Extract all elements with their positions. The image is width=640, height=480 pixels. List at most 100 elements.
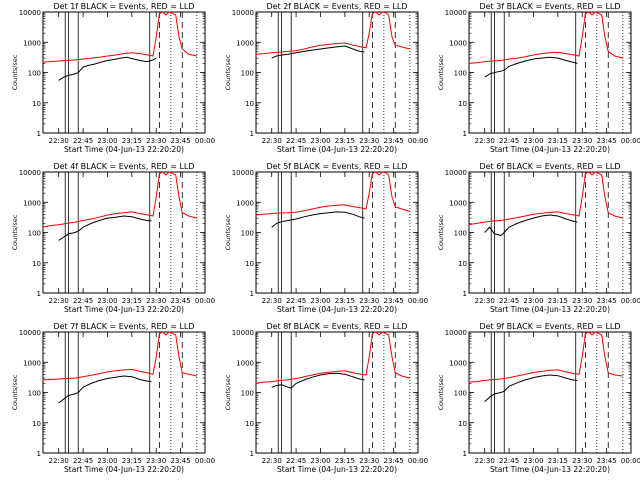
- x-axis-label: Start Time (04-Jun-13 22:20:20): [277, 465, 397, 474]
- y-tick-label: 10: [32, 100, 41, 108]
- x-tick-label: 23:45: [384, 297, 404, 305]
- x-axis-label: Start Time (04-Jun-13 22:20:20): [64, 145, 184, 154]
- x-tick-label: 00:00: [195, 137, 215, 145]
- x-tick-label: 22:45: [286, 457, 306, 465]
- y-tick-label: 10000: [19, 169, 41, 177]
- x-axis-label: Start Time (04-Jun-13 22:20:20): [64, 305, 184, 314]
- y-tick-label: 1000: [449, 199, 467, 207]
- plot-frame: [42, 331, 206, 454]
- x-tick-label: 23:15: [548, 457, 568, 465]
- series-line-lld: [255, 331, 411, 384]
- panel-det-8f: Det 8f BLACK = Events, RED = LLD 1 10 100 10…: [224, 322, 428, 474]
- panel-title: Det 5f BLACK = Events, RED = LLD: [266, 162, 407, 171]
- y-tick-label: 1000: [236, 359, 254, 367]
- x-tick-label: 23:00: [310, 297, 330, 305]
- y-tick-label: 10: [458, 420, 467, 428]
- y-tick-label: 100: [28, 230, 41, 238]
- y-tick-label: 100: [241, 70, 254, 78]
- series-line-events: [271, 211, 365, 228]
- x-tick-label: 22:30: [475, 297, 495, 305]
- x-tick-label: 23:30: [572, 137, 592, 145]
- x-axis-label: Start Time (04-Jun-13 22:20:20): [490, 145, 610, 154]
- x-tick-label: 23:45: [384, 137, 404, 145]
- y-tick-label: 1: [250, 130, 254, 138]
- y-axis-label: Counts/sec: [437, 54, 445, 90]
- series-line-lld: [255, 171, 411, 216]
- y-tick-label: 1: [463, 290, 467, 298]
- x-tick-label: 22:45: [73, 457, 93, 465]
- x-tick-label: 22:45: [73, 297, 93, 305]
- y-tick-label: 1000: [23, 39, 41, 47]
- x-tick-label: 23:00: [523, 297, 543, 305]
- x-tick-label: 00:00: [408, 297, 428, 305]
- series-line-events: [484, 374, 578, 402]
- y-tick-label: 100: [28, 70, 41, 78]
- plot-frame: [255, 11, 419, 134]
- y-axis-label: Counts/sec: [11, 214, 19, 250]
- panel-det-6f: Det 6f BLACK = Events, RED = LLD 1 10 100 10…: [437, 162, 640, 314]
- x-tick-label: 00:00: [195, 297, 215, 305]
- x-tick-label: 00:00: [621, 137, 640, 145]
- y-axis-label: Counts/sec: [224, 374, 232, 410]
- x-tick-label: 23:30: [146, 297, 166, 305]
- x-tick-label: 22:45: [499, 137, 519, 145]
- x-tick-label: 22:45: [499, 457, 519, 465]
- x-tick-label: 23:00: [97, 297, 117, 305]
- series-line-events: [484, 214, 578, 236]
- panel-title: Det 7f BLACK = Events, RED = LLD: [53, 322, 194, 331]
- x-tick-label: 23:30: [572, 457, 592, 465]
- plot-frame: [468, 331, 632, 454]
- x-tick-label: 23:45: [597, 457, 617, 465]
- series-line-events: [58, 375, 152, 404]
- y-tick-label: 1: [37, 290, 41, 298]
- x-tick-label: 23:30: [359, 137, 379, 145]
- series-line-lld: [468, 11, 624, 64]
- x-tick-label: 23:15: [548, 137, 568, 145]
- x-tick-label: 22:45: [73, 137, 93, 145]
- x-tick-label: 22:30: [49, 297, 69, 305]
- panel-title: Det 9f BLACK = Events, RED = LLD: [479, 322, 620, 331]
- series-line-lld: [42, 331, 198, 381]
- y-tick-label: 100: [241, 230, 254, 238]
- x-tick-label: 22:45: [499, 297, 519, 305]
- x-tick-label: 22:30: [49, 457, 69, 465]
- x-tick-label: 23:30: [572, 297, 592, 305]
- y-tick-label: 1: [37, 130, 41, 138]
- x-tick-label: 22:30: [475, 457, 495, 465]
- x-axis-label: Start Time (04-Jun-13 22:20:20): [490, 305, 610, 314]
- x-tick-label: 23:15: [122, 457, 142, 465]
- series-line-lld: [468, 331, 623, 383]
- panel-det-7f: Det 7f BLACK = Events, RED = LLD 1 10 100 10…: [11, 322, 215, 474]
- x-axis-label: Start Time (04-Jun-13 22:20:20): [277, 305, 397, 314]
- x-tick-label: 23:30: [359, 457, 379, 465]
- x-axis-label: Start Time (04-Jun-13 22:20:20): [277, 145, 397, 154]
- y-tick-label: 10: [32, 420, 41, 428]
- y-tick-label: 1: [250, 450, 254, 458]
- series-line-lld: [42, 11, 198, 63]
- y-tick-label: 10000: [232, 9, 254, 17]
- x-tick-label: 22:30: [475, 137, 495, 145]
- series-line-events: [58, 215, 152, 241]
- plot-frame: [255, 171, 419, 294]
- y-tick-label: 10: [458, 260, 467, 268]
- x-tick-label: 23:15: [122, 137, 142, 145]
- y-axis-label: Counts/sec: [437, 214, 445, 250]
- x-tick-label: 23:00: [310, 137, 330, 145]
- series-line-events: [58, 56, 157, 81]
- panel-title: Det 2f BLACK = Events, RED = LLD: [266, 2, 407, 11]
- y-tick-label: 100: [454, 230, 467, 238]
- panel-det-5f: Det 5f BLACK = Events, RED = LLD 1 10 100 10…: [224, 162, 428, 314]
- y-tick-label: 1: [463, 450, 467, 458]
- y-tick-label: 10: [32, 260, 41, 268]
- series-line-lld: [42, 171, 198, 228]
- y-axis-label: Counts/sec: [11, 374, 19, 410]
- x-tick-label: 23:45: [171, 457, 191, 465]
- x-tick-label: 23:15: [122, 297, 142, 305]
- x-tick-label: 23:00: [523, 457, 543, 465]
- y-tick-label: 1000: [449, 359, 467, 367]
- x-tick-label: 23:00: [523, 137, 543, 145]
- plot-frame: [42, 171, 206, 294]
- y-tick-label: 100: [28, 390, 41, 398]
- y-tick-label: 10: [245, 260, 254, 268]
